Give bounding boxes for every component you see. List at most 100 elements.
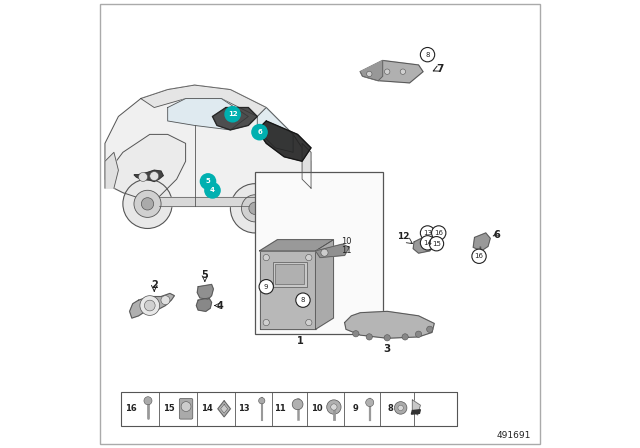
Polygon shape (159, 197, 257, 206)
Circle shape (241, 195, 269, 222)
Circle shape (181, 401, 191, 411)
Circle shape (472, 249, 486, 263)
Polygon shape (105, 85, 311, 206)
Circle shape (141, 198, 154, 210)
Circle shape (123, 179, 172, 228)
Polygon shape (302, 143, 311, 188)
Text: 5: 5 (202, 270, 208, 280)
Circle shape (384, 335, 390, 341)
Text: 12: 12 (397, 232, 410, 241)
Text: 491691: 491691 (496, 431, 531, 440)
Circle shape (161, 296, 170, 305)
Circle shape (402, 334, 408, 340)
Text: 16: 16 (125, 404, 136, 414)
Circle shape (205, 183, 220, 198)
Circle shape (296, 293, 310, 307)
Polygon shape (260, 240, 333, 251)
Text: 13: 13 (239, 404, 250, 414)
Bar (273, 262, 307, 287)
Polygon shape (260, 251, 316, 329)
FancyBboxPatch shape (179, 399, 193, 419)
Polygon shape (221, 404, 228, 413)
Circle shape (331, 404, 337, 410)
Circle shape (259, 280, 273, 294)
Circle shape (398, 405, 403, 410)
Text: 11: 11 (342, 246, 352, 255)
Text: 6: 6 (494, 230, 500, 240)
Polygon shape (197, 284, 213, 299)
Text: 9: 9 (264, 284, 269, 290)
Circle shape (230, 184, 280, 233)
Polygon shape (316, 244, 349, 258)
Circle shape (427, 326, 433, 332)
Circle shape (420, 226, 435, 240)
Circle shape (292, 399, 303, 409)
Circle shape (140, 296, 159, 315)
Circle shape (252, 125, 267, 140)
Circle shape (429, 237, 444, 251)
Polygon shape (344, 311, 435, 338)
Text: 4: 4 (217, 301, 224, 310)
Text: 16: 16 (474, 253, 484, 259)
Bar (120, 392, 457, 426)
Polygon shape (196, 298, 212, 311)
Circle shape (400, 69, 406, 74)
Circle shape (367, 71, 372, 77)
Bar (275, 264, 305, 284)
Text: 3: 3 (383, 344, 391, 354)
Circle shape (200, 174, 216, 189)
Circle shape (365, 399, 374, 407)
Text: 5: 5 (205, 178, 211, 185)
Polygon shape (218, 401, 230, 417)
Text: 11: 11 (274, 404, 286, 414)
Text: 10: 10 (310, 404, 323, 414)
Text: 13: 13 (423, 230, 432, 236)
Polygon shape (129, 293, 174, 318)
Circle shape (249, 202, 261, 215)
Text: 15: 15 (163, 404, 174, 414)
Polygon shape (316, 240, 333, 329)
Circle shape (385, 69, 390, 74)
Polygon shape (168, 99, 248, 130)
Polygon shape (360, 60, 383, 81)
Polygon shape (412, 409, 420, 414)
Polygon shape (109, 134, 186, 202)
Circle shape (353, 331, 359, 337)
Polygon shape (413, 237, 435, 253)
Circle shape (150, 172, 159, 181)
Text: 4: 4 (210, 187, 215, 194)
Polygon shape (212, 108, 257, 130)
Text: 14: 14 (201, 404, 212, 414)
Circle shape (259, 398, 265, 404)
Text: 16: 16 (434, 230, 444, 236)
Circle shape (415, 331, 422, 337)
Text: 6: 6 (257, 129, 262, 135)
Text: 12: 12 (228, 111, 237, 117)
Circle shape (306, 254, 312, 261)
Circle shape (138, 172, 147, 181)
Circle shape (420, 47, 435, 62)
Polygon shape (412, 400, 420, 415)
Text: 15: 15 (432, 241, 441, 247)
Polygon shape (473, 233, 490, 251)
Circle shape (144, 397, 152, 405)
Circle shape (225, 107, 240, 122)
Circle shape (366, 334, 372, 340)
Circle shape (263, 319, 269, 326)
Circle shape (394, 401, 407, 414)
Text: 8: 8 (301, 297, 305, 303)
Circle shape (263, 254, 269, 261)
Circle shape (321, 249, 328, 256)
Polygon shape (257, 121, 311, 161)
Text: 8: 8 (425, 52, 430, 58)
Text: 2: 2 (151, 280, 157, 290)
Text: 1: 1 (296, 336, 303, 346)
Circle shape (431, 226, 446, 240)
Bar (255, 172, 383, 334)
Polygon shape (360, 60, 423, 83)
Text: 7: 7 (436, 65, 444, 74)
Polygon shape (257, 108, 293, 152)
Circle shape (306, 319, 312, 326)
Circle shape (326, 400, 341, 414)
Text: 8: 8 (388, 404, 394, 414)
